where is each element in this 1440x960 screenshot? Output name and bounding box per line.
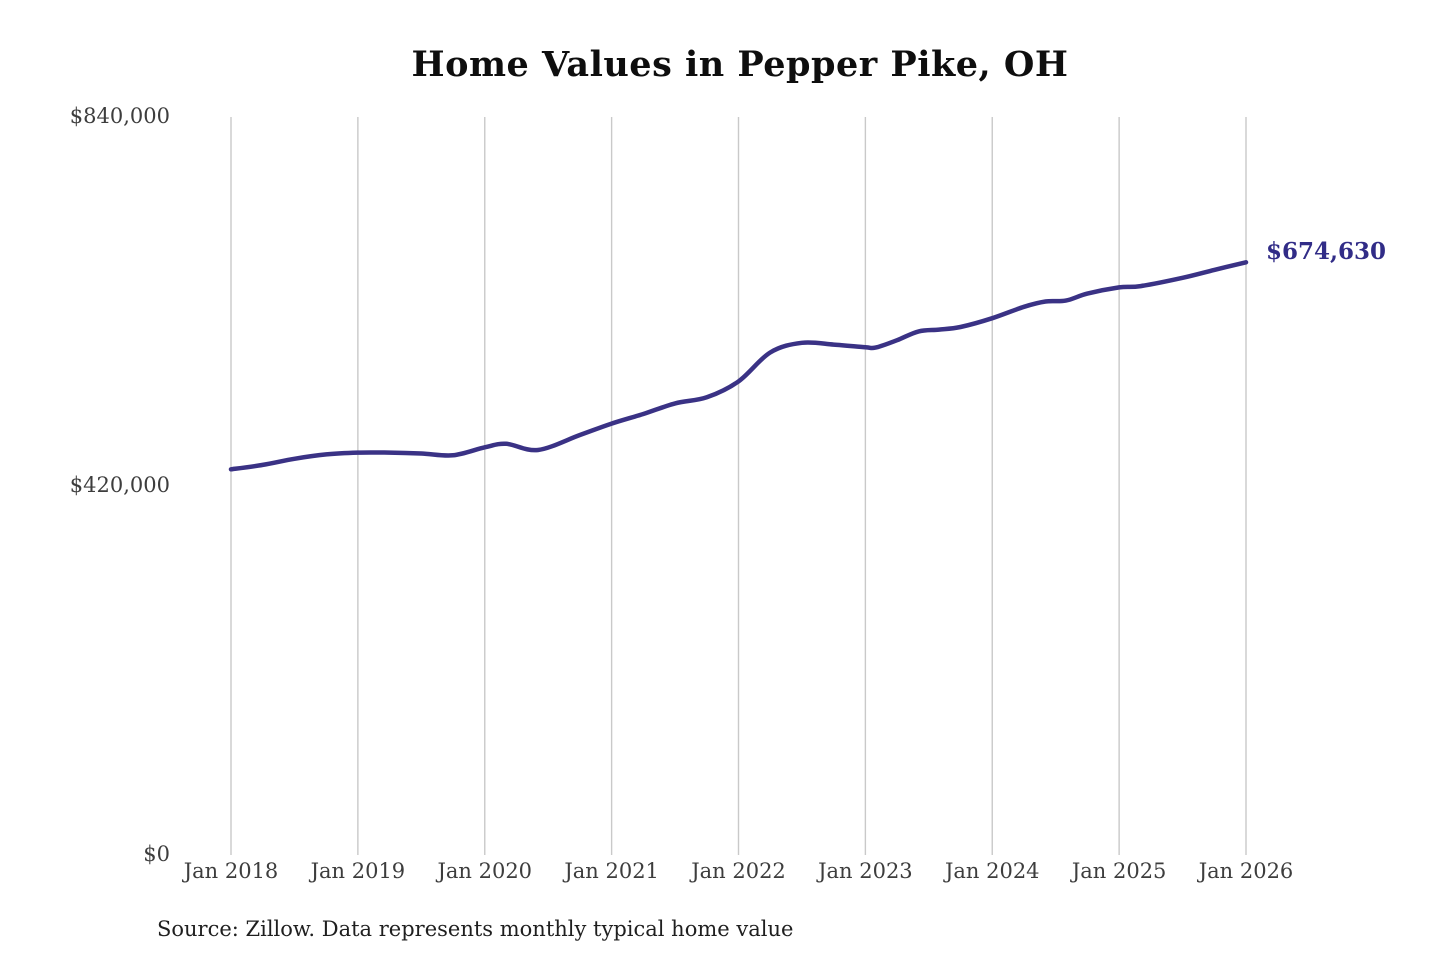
x-tick-label: Jan 2024 (944, 859, 1040, 883)
latest-value-label: $674,630 (1266, 238, 1387, 265)
x-tick-label: Jan 2023 (818, 859, 913, 883)
chart-title: Home Values in Pepper Pike, OH (411, 44, 1069, 85)
x-tick-label: Jan 2020 (437, 859, 533, 883)
source-note: Source: Zillow. Data represents monthly … (157, 917, 794, 941)
x-tick-label: Jan 2019 (310, 859, 406, 883)
x-tick-label: Jan 2025 (1071, 859, 1167, 883)
x-tick-label: Jan 2021 (564, 859, 659, 883)
x-tick-label: Jan 2022 (691, 859, 786, 883)
gridlines-group (230, 117, 1247, 855)
x-tick-label: Jan 2026 (1198, 859, 1294, 883)
home-value-line-series (228, 260, 1249, 472)
y-tick-label: $420,000 (69, 473, 170, 497)
x-tick-label: Jan 2018 (183, 859, 279, 883)
y-tick-label: $840,000 (69, 104, 170, 128)
line-series-group (228, 260, 1249, 472)
y-tick-label: $0 (143, 842, 170, 866)
